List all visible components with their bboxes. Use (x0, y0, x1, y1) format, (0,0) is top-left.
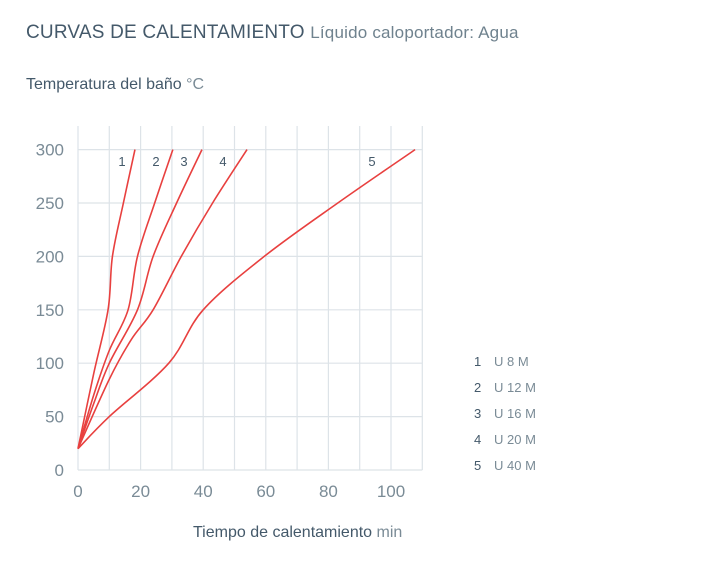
chart-title-main: CURVAS DE CALENTAMIENTO (26, 22, 305, 43)
curve-label-1: 1 (118, 154, 125, 169)
curve-labels: 1 2 3 4 5 (118, 154, 375, 169)
legend-number: 1 (474, 353, 482, 369)
x-tick-label: 0 (73, 482, 82, 501)
x-tick-label: 60 (256, 482, 275, 501)
legend-number: 3 (474, 405, 482, 421)
legend-label: U 12 M (494, 379, 536, 395)
legend-label: U 40 M (494, 458, 536, 474)
heating-curve-3 (77, 149, 203, 449)
y-axis-label: Temperatura del baño °C (26, 76, 204, 94)
y-tick-label: 250 (36, 194, 64, 213)
heating-curve-2 (77, 149, 174, 449)
legend-item: 1 U 8 M (474, 348, 536, 374)
y-tick-label: 200 (36, 247, 64, 266)
legend-item: 3 U 16 M (474, 400, 536, 426)
legend-number: 4 (474, 432, 482, 448)
heating-curve-4 (77, 149, 248, 449)
x-axis-label: Tiempo de calentamiento min (193, 524, 402, 542)
x-tick-label: 100 (377, 482, 405, 501)
y-tick-label: 50 (45, 408, 64, 427)
legend-label: U 20 M (494, 432, 536, 448)
curve-label-5: 5 (368, 154, 375, 169)
legend-label: U 16 M (494, 405, 536, 421)
x-tick-label: 40 (194, 482, 213, 501)
legend-item: 2 U 12 M (474, 374, 536, 400)
curve-label-3: 3 (180, 154, 187, 169)
x-axis-ticks: 0 20 40 60 80 100 (73, 482, 405, 501)
y-tick-label: 150 (36, 301, 64, 320)
heating-curve-5 (77, 148, 416, 450)
x-tick-label: 80 (319, 482, 338, 501)
x-axis-label-text: Tiempo de calentamiento (193, 524, 373, 541)
chart-curves (77, 148, 416, 450)
chart-title: CURVAS DE CALENTAMIENTO Líquido caloport… (26, 22, 519, 44)
curve-label-4: 4 (219, 154, 226, 169)
x-axis-unit: min (376, 524, 403, 541)
chart-legend: 1 U 8 M 2 U 12 M 3 U 16 M 4 U 20 M 5 U 40 M (474, 348, 536, 479)
chart-grid (77, 126, 423, 471)
chart-subtitle: Líquido caloportador: Agua (310, 23, 519, 42)
y-axis-label-text: Temperatura del baño (26, 76, 182, 93)
y-tick-label: 300 (36, 141, 64, 160)
y-axis-ticks: 0 50 100 150 200 250 300 (36, 141, 64, 480)
legend-item: 4 U 20 M (474, 427, 536, 453)
y-axis-unit: °C (186, 76, 205, 93)
legend-label: U 8 M (494, 353, 529, 369)
y-tick-label: 100 (36, 354, 64, 373)
x-tick-label: 20 (131, 482, 150, 501)
legend-number: 2 (474, 379, 482, 395)
heating-curve-1 (77, 149, 136, 449)
legend-item: 5 U 40 M (474, 453, 536, 479)
y-tick-label: 0 (55, 461, 64, 480)
legend-number: 5 (474, 458, 482, 474)
curve-label-2: 2 (152, 154, 159, 169)
